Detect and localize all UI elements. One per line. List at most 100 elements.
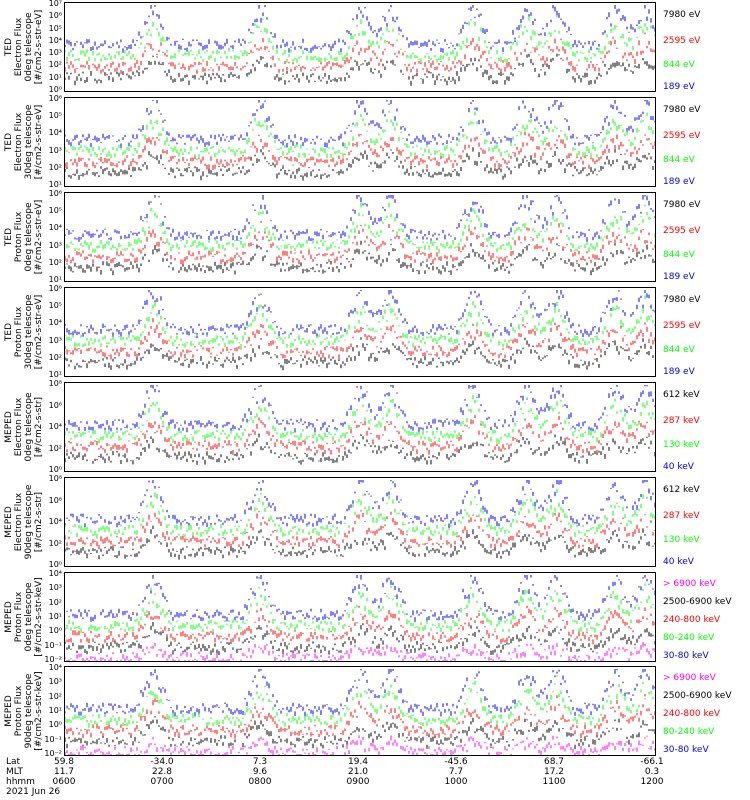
hhmm-tick-value: 1100: [542, 777, 566, 787]
panel-8-legend: > 6900 keV 2500-6900 keV 240-800 keV 80-240…: [663, 666, 749, 756]
hhmm-tick-value: 1200: [640, 777, 664, 787]
panel-7-svg: [65, 575, 655, 661]
panel-1-svg: [65, 5, 655, 86]
lat-tick-value: -45.6: [444, 757, 468, 767]
panel-1-yticks: 10⁷ 10⁶ 10⁵ 10⁴ 10³ 10² 10¹ 10⁰: [30, 0, 64, 94]
panel-3-plot: [64, 192, 656, 282]
lat-tick-value: -66.1: [640, 757, 664, 767]
mlt-tick-value: 11.7: [53, 767, 75, 777]
flux-series-trace: [65, 240, 655, 276]
y-tick-label: 10²: [48, 352, 62, 362]
flux-series-trace: [65, 131, 655, 171]
flux-series-trace: [65, 100, 655, 148]
legend-entry: 130 keV: [663, 440, 700, 450]
y-tick-label: 10⁵: [48, 301, 62, 311]
panel-5-svg: [65, 385, 655, 465]
flux-series-trace: [65, 642, 655, 661]
flux-series-trace: [66, 202, 655, 254]
legend-entry: 2595 eV: [663, 321, 701, 331]
flux-series-trace: [65, 669, 655, 717]
flux-series-trace: [65, 337, 654, 371]
y-tick-label: 10⁻²: [44, 655, 62, 664]
lat-tick-value: 59.8: [53, 757, 75, 767]
legend-entry: 240-800 keV: [663, 709, 721, 719]
mlt-tick-value: 0.3: [644, 767, 660, 777]
flux-series-trace: [65, 525, 655, 560]
legend-entry: 2500-6900 keV: [663, 597, 732, 607]
ylabel-line: MEPED: [4, 411, 14, 443]
y-tick-label: 10³: [48, 145, 62, 155]
panel-6-legend: 612 keV 287 keV 130 keV 40 keV: [663, 477, 749, 567]
y-tick-label: 10²: [48, 597, 62, 607]
legend-entry: 130 keV: [663, 535, 700, 545]
mlt-row-label: MLT: [6, 767, 24, 777]
ylabel-line: Proton Flux: [14, 685, 24, 737]
y-tick-label: 10⁰: [48, 720, 62, 730]
flux-series-trace: [65, 675, 655, 728]
y-tick-label: 10²: [48, 538, 62, 548]
hhmm-row-label: hhmm: [6, 777, 35, 787]
flux-series-trace: [65, 488, 655, 539]
y-tick-label: 10⁶: [48, 284, 62, 293]
panel-6-plot: [64, 477, 656, 567]
legend-entry: 2500-6900 keV: [663, 691, 732, 701]
y-tick-label: 10⁸: [48, 379, 62, 388]
lat-tick-value: 19.4: [347, 757, 369, 767]
legend-entry: 189 eV: [663, 82, 695, 92]
flux-series-trace: [65, 146, 655, 181]
flux-series-trace: [65, 694, 655, 739]
legend-entry: 80-240 keV: [663, 727, 715, 737]
legend-entry: 2595 eV: [663, 226, 701, 236]
legend-entry: 2595 eV: [663, 36, 701, 46]
legend-entry: 287 keV: [663, 511, 700, 521]
panel-6-yticks: 10⁸ 10⁶ 10⁴ 10² 10⁰: [30, 474, 64, 569]
ylabel-line: MEPED: [4, 601, 14, 633]
panel-1-legend: 7980 eV 2595 eV 844 eV 189 eV: [663, 2, 749, 92]
date-label: 2021 Jun 26: [6, 787, 61, 797]
panel-7-legend: > 6900 keV 2500-6900 keV 240-800 keV 80-240…: [663, 572, 749, 662]
flux-series-trace: [66, 575, 655, 623]
panel-1-plot: [64, 2, 656, 92]
legend-entry: 844 eV: [663, 155, 695, 165]
legend-entry: 30-80 keV: [663, 651, 709, 661]
panel-5-yticks: 10⁸ 10⁶ 10⁴ 10² 10⁰: [30, 379, 64, 474]
mlt-tick-value: 21.0: [347, 767, 369, 777]
hhmm-tick-value: 0800: [248, 777, 272, 787]
flux-series-trace: [65, 290, 655, 339]
flux-series-trace: [65, 195, 655, 242]
y-tick-label: 10⁶: [48, 495, 62, 505]
flux-series-trace: [65, 15, 655, 64]
legend-entry: 80-240 keV: [663, 633, 715, 643]
legend-entry: > 6900 keV: [663, 673, 716, 683]
legend-entry: 844 eV: [663, 345, 695, 355]
y-tick-label: 10⁴: [48, 318, 62, 328]
legend-entry: 844 eV: [663, 60, 695, 70]
ylabel-line: Electron Flux: [14, 492, 24, 552]
flux-series-trace: [65, 510, 655, 550]
y-tick-label: 10⁰: [48, 85, 62, 94]
panel-4-plot: [64, 287, 656, 377]
panel-8-svg: [65, 669, 655, 755]
y-tick-label: 10⁵: [48, 23, 62, 33]
flux-series-trace: [65, 415, 655, 455]
y-tick-label: 10¹: [48, 180, 62, 189]
y-tick-label: 10¹: [48, 612, 62, 621]
flux-series-trace: [65, 318, 655, 360]
mlt-tick-value: 22.8: [151, 767, 173, 777]
panel-8-plot: [64, 666, 656, 756]
panel-2-yticks: 10⁶ 10⁵ 10⁴ 10³ 10² 10¹: [30, 94, 64, 189]
hhmm-tick-value: 0900: [346, 777, 370, 787]
y-tick-label: 10⁰: [48, 626, 62, 636]
ylabel-line: Proton Flux: [14, 306, 24, 358]
flux-series-trace: [65, 221, 655, 265]
y-tick-label: 10⁴: [48, 569, 62, 578]
y-tick-label: 10³: [48, 583, 62, 593]
panel-4-svg: [65, 290, 655, 371]
legend-entry: 7980 eV: [663, 295, 701, 305]
hhmm-tick-value: 0700: [150, 777, 174, 787]
legend-entry: 240-800 keV: [663, 615, 721, 625]
panel-3-yticks: 10⁶ 10⁵ 10⁴ 10³ 10² 10¹: [30, 189, 64, 284]
y-tick-label: 10⁶: [48, 11, 62, 21]
y-tick-label: 10⁰: [48, 560, 62, 569]
mlt-tick-value: 17.2: [543, 767, 565, 777]
